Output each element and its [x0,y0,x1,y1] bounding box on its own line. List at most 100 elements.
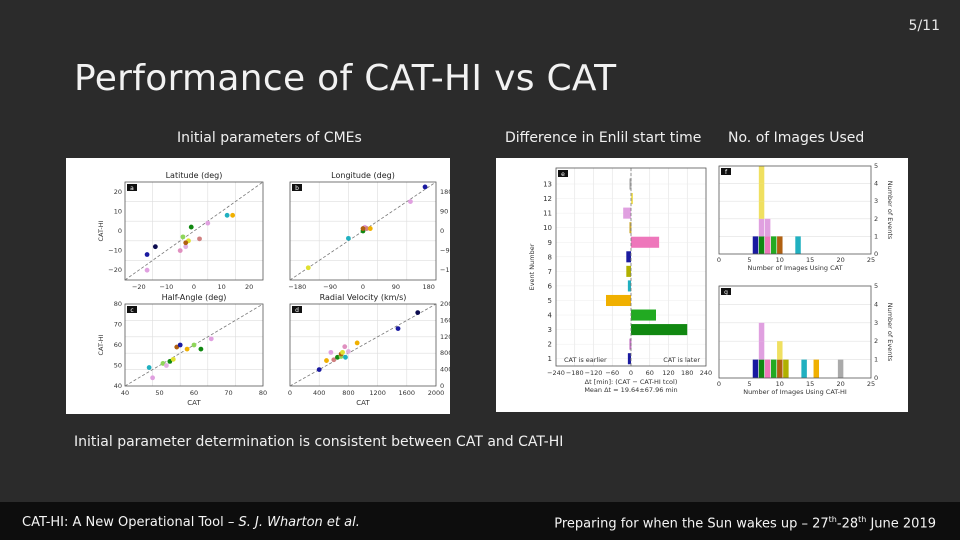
histogram-bar-segment [764,218,771,237]
event-bar [626,251,631,263]
scatter-panel: a Latitude (deg) −20 −10 0 10 20 20 10 0 −10 −20 CAT… [66,158,458,414]
x-tick-label: 180 [422,283,434,291]
panel-tag-c [127,306,137,313]
histogram-bar-segment [777,236,783,254]
y-axis-label-g: Number of Events [886,303,894,362]
data-point-d [354,340,360,346]
x-axis-label-c: CAT [187,399,201,407]
slide-title: Performance of CAT-HI vs CAT [74,58,617,99]
y-tick-label: 50 [114,362,122,370]
histogram-bar-segment [795,236,801,254]
histogram-bar-segment [758,359,765,378]
event-bar [629,222,632,234]
panel-tag-b [292,184,302,191]
y-tick-label: 80 [114,300,122,308]
data-point-a [177,248,183,253]
histogram-bar-segment [777,359,783,378]
x-tick-label: −120 [585,369,603,377]
x-tick-label: 0 [288,389,292,397]
footer-event-pre: Preparing for when the Sun wakes up – 27 [554,516,829,532]
footer-citation-plain: CAT-HI: A New Operational Tool – [22,515,239,530]
data-point-d [324,358,329,363]
panel-letter-a: a [130,185,134,192]
data-point-c [170,356,176,362]
event-bar [631,324,688,336]
plot-frame-b [289,181,437,281]
footer-citation-authors: S. J. Wharton et al. [238,515,360,530]
y-tick-label: 10 [114,207,122,215]
footer-event-sup2: th [858,515,867,524]
histogram-bar-segment [783,359,789,378]
histogram-bar-segment [758,218,765,237]
data-point-c [191,342,197,348]
data-point-d [395,326,401,331]
histogram-bar-segment [837,359,844,378]
data-point-a [183,244,189,250]
y-tick-label: 1200 [440,333,450,341]
y-tick-label: 70 [114,321,122,329]
histogram-bar-segment [777,341,783,360]
panel-title-b: Longitude (deg) [331,171,395,180]
x-tick-label: 60 [646,369,654,377]
caption-initial-parameters: Initial parameters of CMEs [177,130,362,146]
data-point-c [208,336,214,342]
panel-letter-d: d [295,307,299,314]
data-point-d [335,354,340,360]
event-bar [631,236,660,248]
panel-letter-e: e [561,171,565,178]
x-tick-label: −20 [132,283,146,291]
data-point-b [367,226,373,231]
y-axis-label-e: Event Number [528,243,536,290]
panel-letter-b: b [295,185,299,192]
panel-letter-c: c [130,307,133,314]
data-point-b [360,226,366,231]
x-tick-label: −10 [160,283,174,291]
y-axis-label-c: CAT-HI [97,334,105,355]
event-bar [629,338,632,350]
x-tick-label: −240 [547,369,565,377]
y-tick-label: 20 [114,188,122,196]
event-bar [627,353,631,365]
panel-tag-a [127,184,137,191]
x-tick-label: 0 [629,369,633,377]
x-tick-label: 15 [806,256,814,264]
data-point-a [180,234,186,240]
x-tick-label: 5 [747,380,751,388]
y-tick-label: 1 [874,356,878,364]
caption-enlil-start-time: Difference in Enlil start time [505,130,702,146]
panel-tag-e [558,170,568,177]
event-number-label: 6 [548,282,553,290]
x-tick-label: 800 [342,389,354,397]
histogram-bar-segment [764,359,771,378]
y-tick-label: 2 [874,215,878,223]
event-bar [629,178,632,190]
event-bar [606,294,631,307]
x-axis-label-f: Number of Images Using CAT [747,264,842,272]
data-point-a [230,212,236,218]
histogram-bar-segment [770,359,777,378]
x-tick-label: 20 [245,283,253,291]
data-point-d [328,349,334,355]
event-number-label: 5 [548,297,552,305]
later-label: CAT is later [663,356,700,364]
y-tick-label: 90 [440,207,448,215]
footer-event-mid: -28 [836,516,859,532]
x-tick-label: 40 [121,389,129,397]
page-number: 5/11 [908,18,940,34]
y-tick-label: 5 [874,162,878,170]
footer-event-sup1: th [828,515,837,524]
y-tick-label: −90 [440,247,450,255]
caption-images-used: No. of Images Used [728,130,865,146]
identity-line-a [124,181,264,281]
x-tick-label: 10 [776,256,784,264]
y-tick-label: 5 [874,282,878,290]
panel-letter-g: g [724,289,728,296]
y-tick-label: 60 [114,341,122,349]
x-tick-label: 50 [155,389,163,397]
panel-title-c: Half-Angle (deg) [162,293,227,302]
data-point-a [205,220,211,226]
data-point-c [150,375,155,381]
panel-title-d: Radial Velocity (km/s) [320,293,407,302]
x-tick-label: 10 [776,380,784,388]
histogram-bar-segment [758,236,765,254]
